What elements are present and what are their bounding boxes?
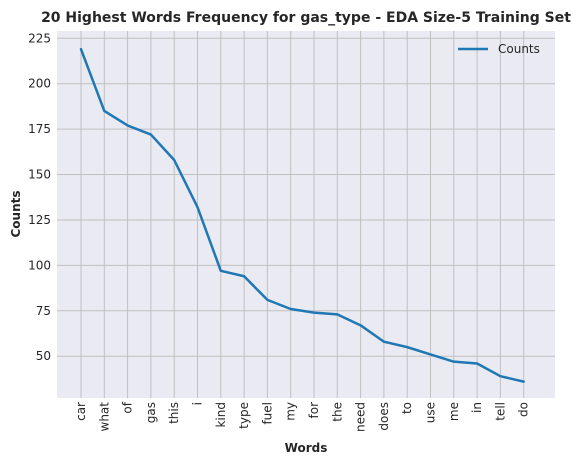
x-tick-label: do (517, 402, 531, 417)
y-tick-label: 150 (28, 168, 51, 182)
x-tick-label: the (330, 402, 344, 422)
x-tick-label: my (284, 402, 298, 421)
x-tick-label: for (307, 402, 321, 419)
x-tick-label: type (237, 402, 251, 429)
legend-label: Counts (498, 42, 540, 56)
x-tick-label: need (354, 402, 368, 432)
plot-area (57, 31, 555, 398)
y-tick-label: 125 (28, 213, 51, 227)
x-tick-label: what (97, 402, 111, 432)
x-tick-label: me (447, 402, 461, 421)
y-axis-ticks: 50 75 100 125 150 175 200 225 (28, 31, 51, 363)
x-tick-label: kind (214, 402, 228, 428)
x-tick-label: i (191, 402, 205, 405)
x-tick-label: car (74, 402, 88, 421)
y-tick-label: 50 (36, 349, 51, 363)
x-tick-label: does (377, 402, 391, 431)
y-axis-title: Counts (9, 190, 23, 237)
y-tick-label: 100 (28, 258, 51, 272)
y-tick-label: 225 (28, 31, 51, 45)
y-tick-label: 75 (36, 304, 51, 318)
x-tick-label: to (400, 402, 414, 414)
x-tick-label: in (470, 402, 484, 413)
x-axis-title: Words (285, 441, 328, 455)
x-tick-label: use (424, 402, 438, 423)
x-tick-label: this (167, 402, 181, 424)
y-tick-label: 175 (28, 122, 51, 136)
x-tick-label: tell (493, 402, 507, 421)
chart-title: 20 Highest Words Frequency for gas_type … (41, 10, 571, 26)
x-tick-label: fuel (260, 402, 274, 425)
y-tick-label: 200 (28, 77, 51, 91)
x-tick-label: of (121, 401, 135, 413)
x-tick-label: gas (144, 402, 158, 423)
